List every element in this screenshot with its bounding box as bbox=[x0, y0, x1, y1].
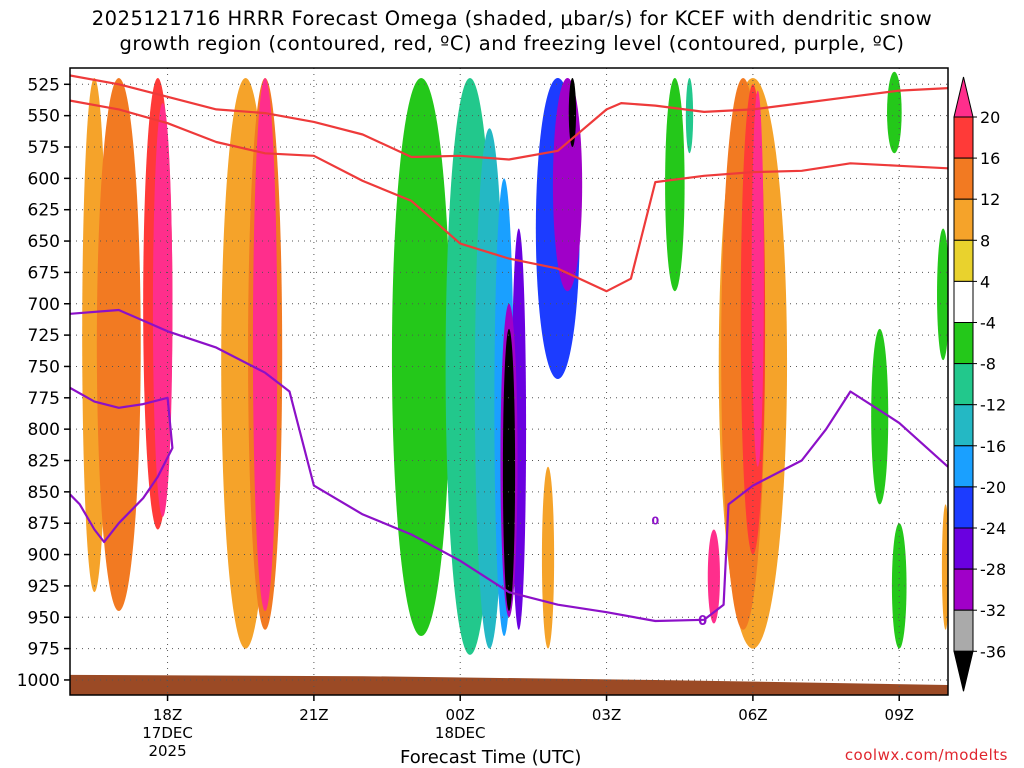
dgz-contour bbox=[70, 74, 948, 161]
omega-cell bbox=[502, 328, 516, 611]
y-tick-label: 1000 bbox=[17, 671, 60, 691]
omega-cell bbox=[252, 78, 278, 611]
x-tick-label: 00Z bbox=[446, 706, 475, 724]
x-tick-date-label: 18DEC bbox=[435, 724, 486, 742]
omega-cell bbox=[541, 466, 555, 649]
chart-title: 2025121716 HRRR Forecast Omega (shaded, … bbox=[0, 6, 1024, 56]
omega-cell bbox=[941, 504, 948, 630]
y-axis: 525 550 575 600 625 650 675 700 725 750 775 800 825 8… bbox=[17, 75, 70, 691]
x-tick-year-label: 2025 bbox=[148, 742, 186, 760]
y-tick-label: 800 bbox=[28, 420, 60, 440]
omega-cell bbox=[685, 78, 694, 154]
colorbar-box bbox=[953, 280, 974, 323]
colorbar-label: -4 bbox=[980, 314, 996, 333]
dgz-contour bbox=[70, 99, 948, 293]
ground-surface bbox=[70, 674, 948, 695]
grid-lines bbox=[70, 68, 948, 695]
y-tick-label: 775 bbox=[28, 389, 60, 409]
colorbar-label: 20 bbox=[980, 108, 1000, 127]
colorbar-box bbox=[953, 445, 974, 488]
x-tick-label: 18Z bbox=[153, 706, 182, 724]
y-tick-label: 875 bbox=[28, 514, 60, 534]
x-axis-title: Forecast Time (UTC) bbox=[400, 747, 582, 768]
omega-cell bbox=[391, 78, 451, 637]
freezing-contour-small-label: 0 bbox=[652, 515, 660, 528]
omega-cell bbox=[568, 78, 577, 148]
x-tick-label: 06Z bbox=[738, 706, 767, 724]
colorbar-label: 8 bbox=[980, 231, 990, 250]
y-tick-label: 550 bbox=[28, 107, 60, 127]
y-tick-label: 625 bbox=[28, 201, 60, 221]
y-tick-label: 650 bbox=[28, 232, 60, 252]
colorbar-label: -32 bbox=[980, 601, 1006, 620]
colorbar-bottom-arrow bbox=[953, 650, 974, 692]
colorbar-box bbox=[953, 486, 974, 529]
y-tick-label: 825 bbox=[28, 452, 60, 472]
colorbar-label: 12 bbox=[980, 190, 1000, 209]
chart-title-line2: growth region (contoured, red, ºC) and f… bbox=[119, 32, 905, 55]
colorbar-label: -12 bbox=[980, 396, 1006, 415]
colorbar-label: -20 bbox=[980, 478, 1006, 497]
y-tick-label: 700 bbox=[28, 295, 60, 315]
omega-cell bbox=[891, 523, 907, 649]
freezing-level-contour bbox=[70, 386, 174, 544]
omega-cell bbox=[96, 78, 141, 611]
y-tick-label: 600 bbox=[28, 169, 60, 189]
omega-cell bbox=[887, 71, 902, 154]
colorbar-box bbox=[953, 116, 974, 159]
y-tick-label: 750 bbox=[28, 357, 60, 377]
omega-cell bbox=[552, 78, 583, 292]
contour-lines: 00 bbox=[70, 74, 948, 629]
y-tick-label: 850 bbox=[28, 483, 60, 503]
y-tick-label: 575 bbox=[28, 138, 60, 158]
y-tick-label: 925 bbox=[28, 577, 60, 597]
colorbar-box bbox=[953, 322, 974, 365]
ground-fill bbox=[70, 674, 948, 695]
colorbar-box bbox=[953, 363, 974, 406]
y-tick-label: 675 bbox=[28, 263, 60, 283]
colorbar-label: -24 bbox=[980, 519, 1006, 538]
x-tick-date-label: 17DEC bbox=[142, 724, 193, 742]
freezing-level-contour bbox=[70, 308, 948, 623]
colorbar-box bbox=[953, 404, 974, 447]
colorbar: 20 16 12 8 4 -4 -8 -12 -16 -20 -24 -28 -32 -36 bbox=[953, 76, 1006, 692]
y-tick-label: 725 bbox=[28, 326, 60, 346]
omega-cell bbox=[937, 228, 948, 361]
plot-frame bbox=[69, 67, 949, 696]
colorbar-box bbox=[953, 609, 974, 652]
x-tick-label: 21Z bbox=[299, 706, 328, 724]
x-tick-label: 03Z bbox=[592, 706, 621, 724]
colorbar-label: 4 bbox=[980, 272, 990, 291]
colorbar-label: -28 bbox=[980, 560, 1006, 579]
y-tick-label: 975 bbox=[28, 640, 60, 660]
colorbar-label: 16 bbox=[980, 149, 1000, 168]
credit-link[interactable]: coolwx.com/modelts bbox=[844, 746, 1008, 764]
colorbar-label: -36 bbox=[980, 642, 1006, 661]
omega-cell bbox=[751, 90, 764, 467]
y-tick-label: 900 bbox=[28, 546, 60, 566]
freezing-contour-label: 0 bbox=[698, 614, 707, 629]
colorbar-label: -16 bbox=[980, 437, 1006, 456]
omega-shading bbox=[82, 71, 948, 655]
omega-cell bbox=[665, 78, 685, 292]
colorbar-box bbox=[953, 568, 974, 611]
omega-cell bbox=[707, 529, 720, 624]
x-tick-label: 09Z bbox=[885, 706, 914, 724]
colorbar-box bbox=[953, 527, 974, 570]
colorbar-box bbox=[953, 198, 974, 241]
colorbar-box bbox=[953, 157, 974, 200]
y-tick-label: 525 bbox=[28, 75, 60, 95]
chart-title-line1: 2025121716 HRRR Forecast Omega (shaded, … bbox=[91, 7, 933, 30]
omega-cell bbox=[871, 328, 889, 505]
y-tick-label: 950 bbox=[28, 608, 60, 628]
colorbar-top-arrow bbox=[953, 76, 974, 118]
colorbar-label: -8 bbox=[980, 355, 996, 374]
colorbar-box bbox=[953, 239, 974, 282]
